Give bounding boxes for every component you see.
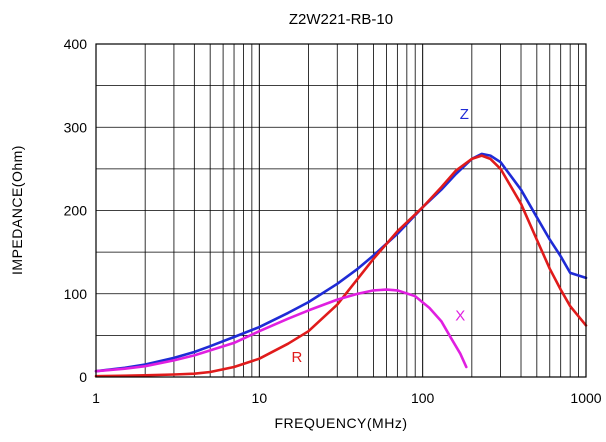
series-labels: Z R X <box>292 106 469 366</box>
series-label-x: X <box>455 307 465 324</box>
tick-labels: 1 10 100 1000 0 100 200 300 400 <box>64 36 602 406</box>
series-label-z: Z <box>460 106 469 123</box>
x-axis-label: FREQUENCY(MHz) <box>275 415 408 431</box>
y-tick-label: 400 <box>64 36 88 52</box>
chart-title: Z2W221-RB-10 <box>289 11 393 28</box>
x-tick-label: 100 <box>411 390 435 406</box>
plot-frame <box>95 43 587 378</box>
y-tick-label: 300 <box>64 119 88 135</box>
y-axis-label: IMPEDANCE(Ohm) <box>9 145 25 275</box>
x-tick-label: 10 <box>252 390 268 406</box>
y-tick-label: 200 <box>64 203 88 219</box>
x-tick-label: 1 <box>92 390 100 406</box>
series-label-r: R <box>292 349 303 366</box>
x-tick-label: 1000 <box>570 390 601 406</box>
y-tick-label: 100 <box>64 286 88 302</box>
y-tick-label: 0 <box>79 369 87 385</box>
series-line-z <box>94 152 588 373</box>
series-layer <box>94 152 588 378</box>
series-line-r <box>94 154 588 378</box>
series-line-x <box>94 288 468 373</box>
grid <box>96 44 586 377</box>
